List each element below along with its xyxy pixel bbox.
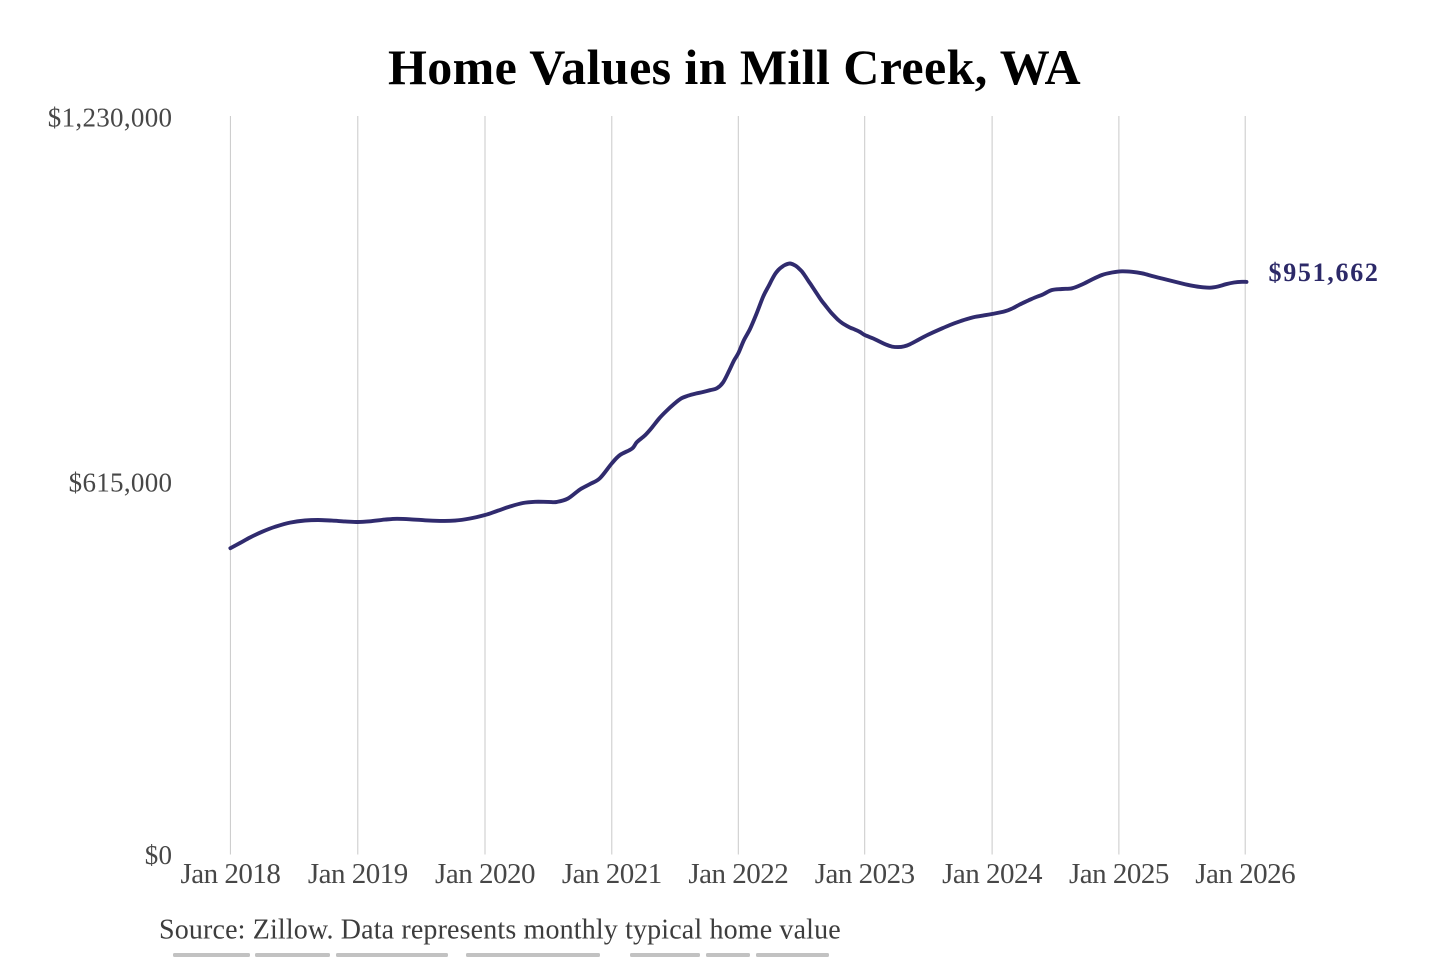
svg-text:$615,000: $615,000 (69, 468, 173, 498)
svg-text:Jan 2021: Jan 2021 (562, 858, 662, 890)
svg-text:Jan 2024: Jan 2024 (942, 858, 1043, 890)
svg-text:Source: Zillow. Data represent: Source: Zillow. Data represents monthly … (159, 915, 841, 946)
svg-text:Jan 2019: Jan 2019 (308, 858, 408, 890)
svg-text:Home Values in Mill Creek, WA: Home Values in Mill Creek, WA (388, 39, 1081, 95)
svg-text:Jan 2020: Jan 2020 (435, 858, 535, 890)
svg-text:Jan 2025: Jan 2025 (1069, 858, 1169, 890)
svg-text:Jan 2022: Jan 2022 (688, 858, 788, 890)
svg-text:$0: $0 (145, 840, 173, 870)
svg-text:Jan 2018: Jan 2018 (180, 858, 280, 890)
svg-text:$951,662: $951,662 (1269, 258, 1380, 287)
svg-text:$1,230,000: $1,230,000 (48, 103, 173, 133)
svg-text:Jan 2026: Jan 2026 (1195, 858, 1295, 890)
svg-text:Jan 2023: Jan 2023 (815, 858, 915, 890)
